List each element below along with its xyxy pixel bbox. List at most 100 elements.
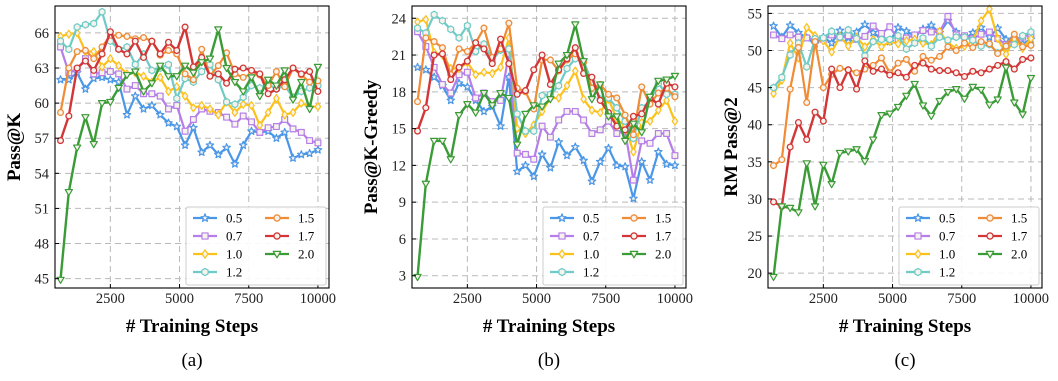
series-1-7	[769, 54, 1035, 210]
series-2-0	[769, 64, 1036, 282]
data-point	[902, 26, 911, 35]
data-point	[239, 73, 247, 81]
data-point	[289, 125, 297, 133]
data-point	[314, 139, 322, 147]
legend-marker	[630, 232, 638, 240]
data-point	[853, 34, 861, 43]
data-point	[181, 127, 189, 135]
data-point	[288, 96, 298, 104]
data-point	[604, 143, 613, 152]
data-point	[422, 104, 430, 112]
legend-marker	[273, 214, 281, 222]
data-point	[488, 60, 496, 68]
data-point	[620, 137, 630, 146]
data-point	[521, 150, 529, 158]
data-point	[238, 140, 248, 150]
data-point	[1018, 111, 1027, 119]
data-point	[72, 144, 82, 152]
series-layer	[56, 7, 323, 284]
data-point	[537, 103, 547, 111]
data-point	[960, 33, 969, 42]
data-point	[878, 42, 885, 52]
data-point	[422, 14, 430, 24]
data-point	[164, 118, 173, 127]
data-point	[413, 62, 422, 72]
legend-label: 0.7	[583, 229, 600, 244]
data-point	[455, 63, 463, 71]
data-point	[629, 176, 637, 184]
data-point	[886, 71, 894, 79]
data-point	[214, 110, 222, 120]
data-point	[588, 130, 596, 138]
series-line	[772, 56, 1032, 208]
data-point	[1002, 58, 1010, 66]
data-point	[438, 137, 447, 146]
data-point	[164, 73, 173, 81]
data-point	[472, 39, 480, 47]
x-tick-label: 10000	[1013, 291, 1049, 307]
data-point	[172, 73, 181, 81]
data-point	[919, 59, 927, 67]
data-point	[247, 126, 256, 135]
y-tick-label: 6	[399, 232, 406, 248]
data-point	[537, 149, 547, 159]
data-point	[140, 71, 147, 81]
x-axis-label: # Training Steps	[126, 316, 258, 337]
data-point	[513, 149, 521, 157]
panel-caption: (c)	[894, 350, 915, 371]
data-point	[852, 146, 861, 154]
data-point	[1026, 74, 1036, 83]
data-point	[222, 64, 231, 73]
legend-label: 0.7	[939, 229, 956, 244]
data-point	[313, 63, 323, 72]
data-point	[910, 80, 919, 89]
y-tick-label: 30	[748, 192, 763, 208]
data-point	[893, 23, 903, 32]
data-point	[869, 67, 877, 75]
data-point	[89, 140, 98, 149]
data-point	[546, 56, 554, 64]
data-point	[280, 67, 289, 75]
data-point	[952, 46, 960, 55]
legend-marker	[985, 250, 995, 259]
data-point	[273, 93, 280, 103]
data-point	[231, 107, 239, 117]
data-point	[239, 99, 247, 109]
x-tick-label: 2500	[453, 291, 482, 307]
data-point	[811, 38, 819, 46]
data-point	[596, 81, 605, 89]
data-point	[770, 31, 778, 39]
data-point	[587, 96, 597, 104]
legend-item-0-5: 0.5	[193, 211, 242, 226]
data-point	[447, 25, 455, 34]
legend-item-1-7: 1.7	[978, 229, 1028, 244]
data-point	[156, 50, 164, 58]
data-point	[505, 19, 513, 27]
data-point	[264, 90, 272, 98]
data-point	[529, 171, 539, 181]
data-point	[786, 50, 794, 59]
axes-frame	[54, 5, 330, 289]
data-point	[90, 66, 98, 74]
data-point	[73, 23, 81, 32]
data-point	[671, 93, 679, 101]
data-point	[230, 159, 240, 168]
x-tick-label: 5000	[522, 291, 551, 307]
data-point	[256, 128, 264, 136]
data-point	[447, 76, 455, 84]
data-point	[148, 66, 156, 75]
data-point	[180, 62, 190, 70]
data-point	[148, 37, 156, 45]
data-point	[927, 56, 935, 64]
data-point	[902, 45, 910, 54]
data-point	[488, 68, 496, 78]
data-point	[637, 157, 647, 166]
data-point	[587, 176, 597, 186]
data-point	[512, 167, 522, 176]
data-point	[943, 88, 953, 97]
data-point	[181, 70, 189, 78]
data-point	[662, 159, 671, 168]
data-point	[613, 94, 621, 102]
data-point	[902, 73, 910, 81]
data-point	[769, 21, 778, 30]
